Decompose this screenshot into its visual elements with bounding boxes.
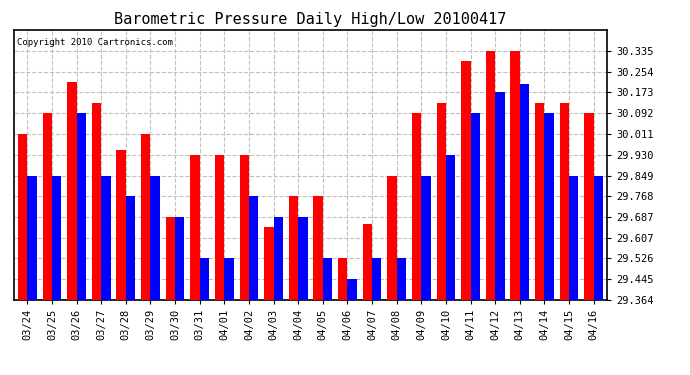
Bar xyxy=(215,155,224,300)
Bar xyxy=(569,176,578,300)
Bar xyxy=(289,196,298,300)
Bar xyxy=(560,104,569,300)
Bar xyxy=(422,176,431,300)
Bar xyxy=(387,176,397,300)
Bar xyxy=(67,82,77,300)
Bar xyxy=(298,217,308,300)
Bar xyxy=(446,155,455,300)
Bar xyxy=(584,113,593,300)
Bar xyxy=(28,176,37,300)
Bar xyxy=(175,217,184,300)
Bar xyxy=(190,155,199,300)
Bar xyxy=(117,150,126,300)
Bar xyxy=(372,258,382,300)
Bar xyxy=(520,84,529,300)
Bar xyxy=(593,176,603,300)
Bar xyxy=(495,92,504,300)
Bar xyxy=(437,104,446,300)
Bar xyxy=(101,176,110,300)
Bar xyxy=(323,258,332,300)
Bar xyxy=(544,113,554,300)
Bar xyxy=(43,113,52,300)
Bar xyxy=(249,196,258,300)
Bar xyxy=(273,217,283,300)
Bar xyxy=(412,113,422,300)
Bar xyxy=(535,104,544,300)
Bar xyxy=(224,258,234,300)
Bar xyxy=(363,224,372,300)
Title: Barometric Pressure Daily High/Low 20100417: Barometric Pressure Daily High/Low 20100… xyxy=(115,12,506,27)
Bar xyxy=(511,51,520,300)
Bar xyxy=(199,258,209,300)
Text: Copyright 2010 Cartronics.com: Copyright 2010 Cartronics.com xyxy=(17,38,172,47)
Bar xyxy=(264,226,273,300)
Bar xyxy=(150,176,160,300)
Bar xyxy=(126,196,135,300)
Bar xyxy=(471,113,480,300)
Bar xyxy=(52,176,61,300)
Bar xyxy=(141,134,150,300)
Bar xyxy=(338,258,348,300)
Bar xyxy=(348,279,357,300)
Bar xyxy=(92,104,101,300)
Bar xyxy=(166,217,175,300)
Bar xyxy=(239,155,249,300)
Bar xyxy=(313,196,323,300)
Bar xyxy=(18,134,28,300)
Bar xyxy=(461,61,471,300)
Bar xyxy=(486,51,495,300)
Bar xyxy=(77,113,86,300)
Bar xyxy=(397,258,406,300)
